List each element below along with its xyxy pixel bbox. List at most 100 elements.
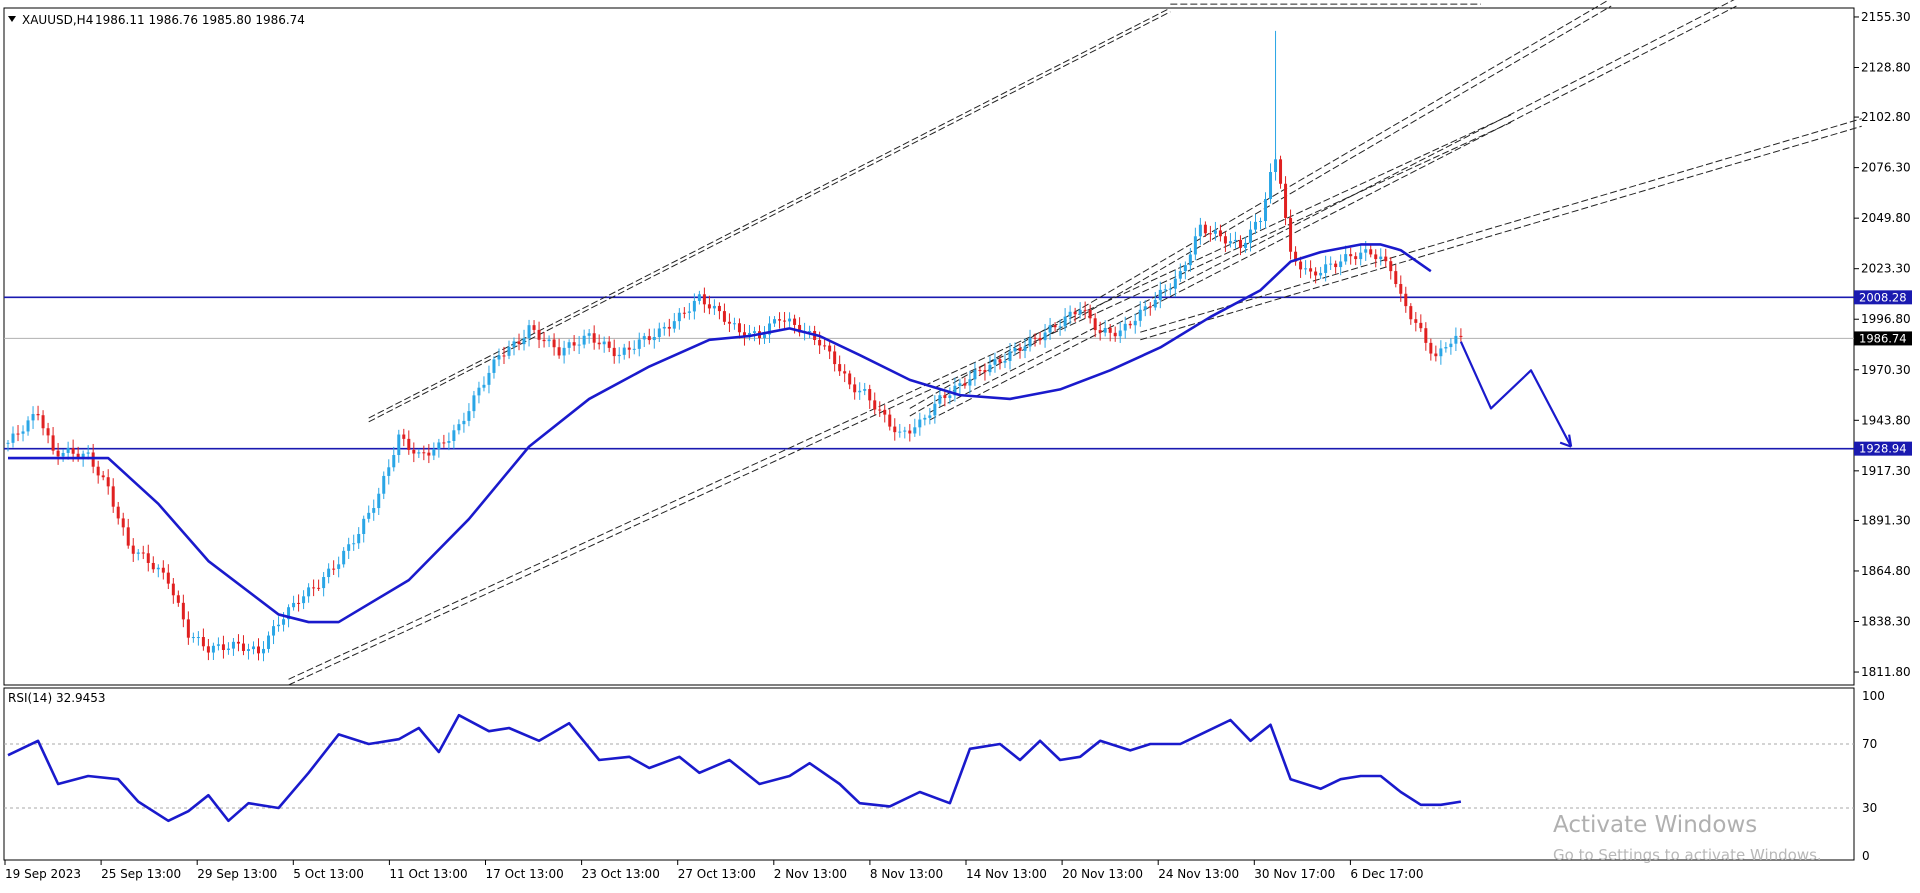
bull-candle <box>66 448 70 453</box>
bull-candle <box>692 300 696 312</box>
bull-candle <box>277 624 281 627</box>
bull-candle <box>687 311 691 313</box>
price-pane-frame[interactable] <box>3 7 1855 686</box>
bear-candle <box>838 364 842 372</box>
bull-candle <box>602 341 606 345</box>
bull-candle <box>6 442 10 444</box>
bear-candle <box>998 359 1002 363</box>
bear-candle <box>702 294 706 305</box>
bull-candle <box>913 427 917 434</box>
date-tick-label: 11 Oct 13:00 <box>389 867 467 881</box>
bull-candle <box>657 328 661 337</box>
bull-candle <box>1133 320 1137 326</box>
bull-candle <box>397 434 401 456</box>
price-tick-label: 1811.80 <box>1861 665 1911 679</box>
bull-candle <box>1324 264 1328 273</box>
bear-candle <box>1349 254 1353 257</box>
bear-candle <box>537 329 541 340</box>
channel-trendline[interactable] <box>288 114 1512 680</box>
bull-candle <box>211 645 215 653</box>
bull-candle <box>1168 288 1172 290</box>
bear-candle <box>1389 261 1393 272</box>
channel-trendline[interactable] <box>368 7 1171 419</box>
date-tick-label: 24 Nov 13:00 <box>1158 867 1239 881</box>
channel-trendline[interactable] <box>909 0 1611 409</box>
bull-candle <box>1439 348 1443 357</box>
price-tick-label: 2076.30 <box>1861 161 1911 175</box>
bear-candle <box>427 452 431 456</box>
bear-candle <box>56 450 60 457</box>
bull-candle <box>662 326 666 329</box>
bull-candle <box>948 395 952 398</box>
bull-candle <box>1043 332 1047 341</box>
bull-candle <box>672 321 676 329</box>
bear-candle <box>407 438 411 450</box>
projection-arrow[interactable] <box>1459 341 1573 448</box>
bull-candle <box>246 649 250 651</box>
bull-candle <box>1143 306 1147 310</box>
bear-candle <box>572 342 576 346</box>
bear-candle <box>607 341 611 348</box>
bull-candle <box>1344 254 1348 262</box>
watermark-title: Activate Windows <box>1553 812 1757 838</box>
rsi-line[interactable] <box>7 713 1462 823</box>
bear-candle <box>101 475 105 478</box>
bear-candle <box>848 373 852 385</box>
bear-candle <box>1294 251 1298 262</box>
bear-candle <box>1093 318 1097 331</box>
date-tick-label: 17 Oct 13:00 <box>486 867 564 881</box>
bull-candle <box>497 355 501 360</box>
channel-trendline[interactable] <box>1140 118 1862 333</box>
channel-trendline[interactable] <box>288 121 1512 686</box>
bull-candle <box>993 359 997 365</box>
bear-candle <box>868 389 872 401</box>
bear-candle <box>1374 254 1378 260</box>
date-tick-label: 6 Dec 17:00 <box>1350 867 1423 881</box>
bear-candle <box>717 305 721 312</box>
bear-candle <box>742 332 746 338</box>
bull-candle <box>637 339 641 349</box>
channel-trendline[interactable] <box>929 5 1737 421</box>
bull-candle <box>973 370 977 380</box>
bear-candle <box>1354 256 1358 260</box>
price-tick-label: 2049.80 <box>1861 211 1911 225</box>
channel-trendline[interactable] <box>368 11 1171 423</box>
bull-candle <box>31 414 35 421</box>
rsi-tick-label: 30 <box>1862 801 1877 815</box>
price-tick-label: 1996.80 <box>1861 312 1911 326</box>
channel-trendline[interactable] <box>929 0 1737 413</box>
bull-candle <box>1188 254 1192 266</box>
support-price-box-text: 1928.94 <box>1859 442 1907 456</box>
bull-candle <box>953 385 957 396</box>
bull-candle <box>732 323 736 325</box>
bull-candle <box>1123 323 1127 331</box>
bear-candle <box>1419 322 1423 329</box>
bear-candle <box>176 595 180 603</box>
bear-candle <box>883 409 887 415</box>
channel-trendline[interactable] <box>1140 125 1862 341</box>
bull-candle <box>512 341 516 347</box>
bull-candle <box>712 305 716 309</box>
bear-candle <box>241 643 245 651</box>
bear-candle <box>1394 271 1398 285</box>
bear-candle <box>1208 233 1212 235</box>
bull-candle <box>487 372 491 385</box>
moving-average-line[interactable] <box>8 243 1432 624</box>
bull-candle <box>482 384 486 388</box>
bull-candle <box>337 564 341 569</box>
bear-candle <box>51 435 55 451</box>
bull-candle <box>752 331 756 333</box>
price-tick-label: 1943.80 <box>1861 413 1911 427</box>
bull-candle <box>136 552 140 554</box>
bull-candle <box>1359 252 1363 260</box>
bear-candle <box>943 395 947 398</box>
bear-candle <box>121 518 125 528</box>
resistance-price-box-text: 2008.28 <box>1859 290 1907 304</box>
bear-candle <box>166 572 170 584</box>
symbol-dropdown-icon[interactable] <box>8 16 16 22</box>
channel-trendline[interactable] <box>909 5 1612 417</box>
rsi-pane-frame[interactable] <box>3 687 1855 861</box>
bull-candle <box>477 387 481 396</box>
